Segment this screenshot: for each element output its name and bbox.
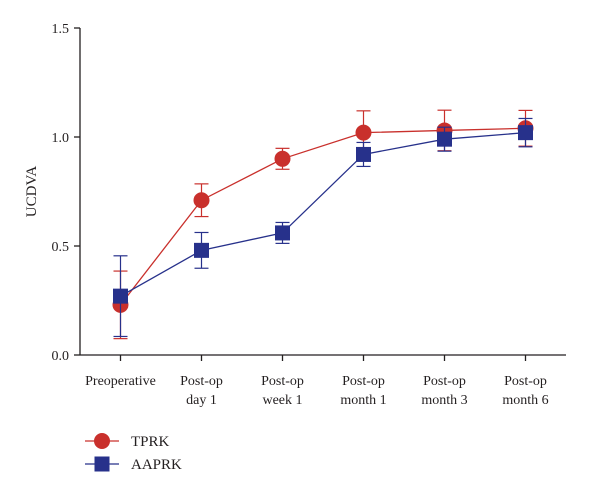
x-tick-label: Post-op day 1: [180, 374, 223, 408]
y-tick-label: 0.5: [52, 240, 70, 255]
y-tick-label: 0.0: [52, 349, 70, 364]
legend-item-tprk: TPRK: [85, 433, 170, 450]
legend: TPRK AAPRK: [85, 433, 182, 473]
y-tick-label: 1.5: [52, 22, 70, 37]
data-point: [274, 150, 291, 167]
series-layer: [112, 109, 534, 340]
data-point: [355, 124, 372, 141]
axes: 0.0 0.5 1.0 1.5 Preoperative Post-op day 1 Post…: [52, 22, 566, 408]
legend-label: TPRK: [131, 434, 170, 450]
series-line: [120, 131, 526, 297]
legend-label: AAPRK: [131, 457, 182, 473]
data-point: [518, 125, 533, 141]
legend-marker: [94, 433, 110, 449]
y-tick-label: 1.0: [52, 131, 70, 146]
x-tick-label: Post-op month 1: [340, 374, 386, 408]
x-tick-label: Post-op month 6: [502, 374, 548, 408]
data-point: [437, 131, 452, 147]
series-line: [119, 127, 526, 306]
series-tprk: [112, 109, 534, 340]
data-point: [194, 242, 209, 258]
data-point: [193, 192, 210, 209]
legend-item-aaprk: AAPRK: [85, 456, 182, 473]
series-aaprk: [113, 117, 533, 338]
x-tick-label: Preoperative: [85, 374, 156, 389]
y-axis-title: UCDVA: [24, 166, 40, 218]
data-point: [356, 146, 371, 162]
data-point: [113, 288, 128, 304]
data-point: [275, 225, 290, 241]
x-tick-label: Post-op week 1: [261, 374, 304, 408]
legend-marker: [94, 456, 110, 472]
x-tick-label: Post-op month 3: [421, 374, 467, 408]
